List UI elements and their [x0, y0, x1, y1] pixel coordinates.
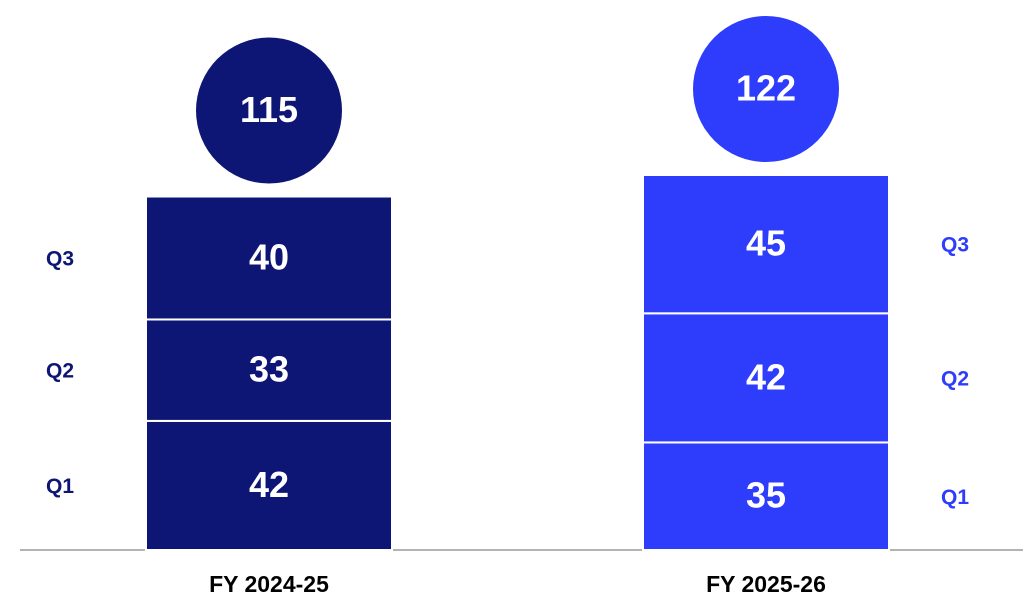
bar-segment — [145, 419, 393, 551]
series-label: Q3 — [46, 248, 74, 271]
total-label: 122 — [736, 68, 796, 109]
bar-segment — [642, 312, 890, 444]
total-circle — [196, 37, 342, 184]
value-label: 35 — [746, 475, 786, 516]
value-label: 42 — [746, 356, 786, 397]
series-label: Q2 — [941, 367, 969, 390]
total-label: 115 — [240, 89, 298, 130]
bar-segment — [642, 174, 890, 315]
series-label: Q3 — [941, 234, 969, 257]
x-tick-label: FY 2025-26 — [706, 571, 826, 597]
bar-segment — [145, 318, 393, 422]
bar-segment — [642, 441, 890, 551]
series-label: Q1 — [46, 475, 74, 498]
value-label: 40 — [249, 237, 289, 278]
value-label: 33 — [249, 349, 289, 390]
value-label: 45 — [746, 223, 786, 264]
value-label: 42 — [249, 464, 289, 505]
series-label: Q1 — [941, 486, 969, 509]
x-tick-label: FY 2024-25 — [209, 571, 329, 597]
series-label: Q2 — [46, 360, 74, 383]
total-circle — [693, 16, 839, 162]
bar-segment — [145, 195, 393, 321]
